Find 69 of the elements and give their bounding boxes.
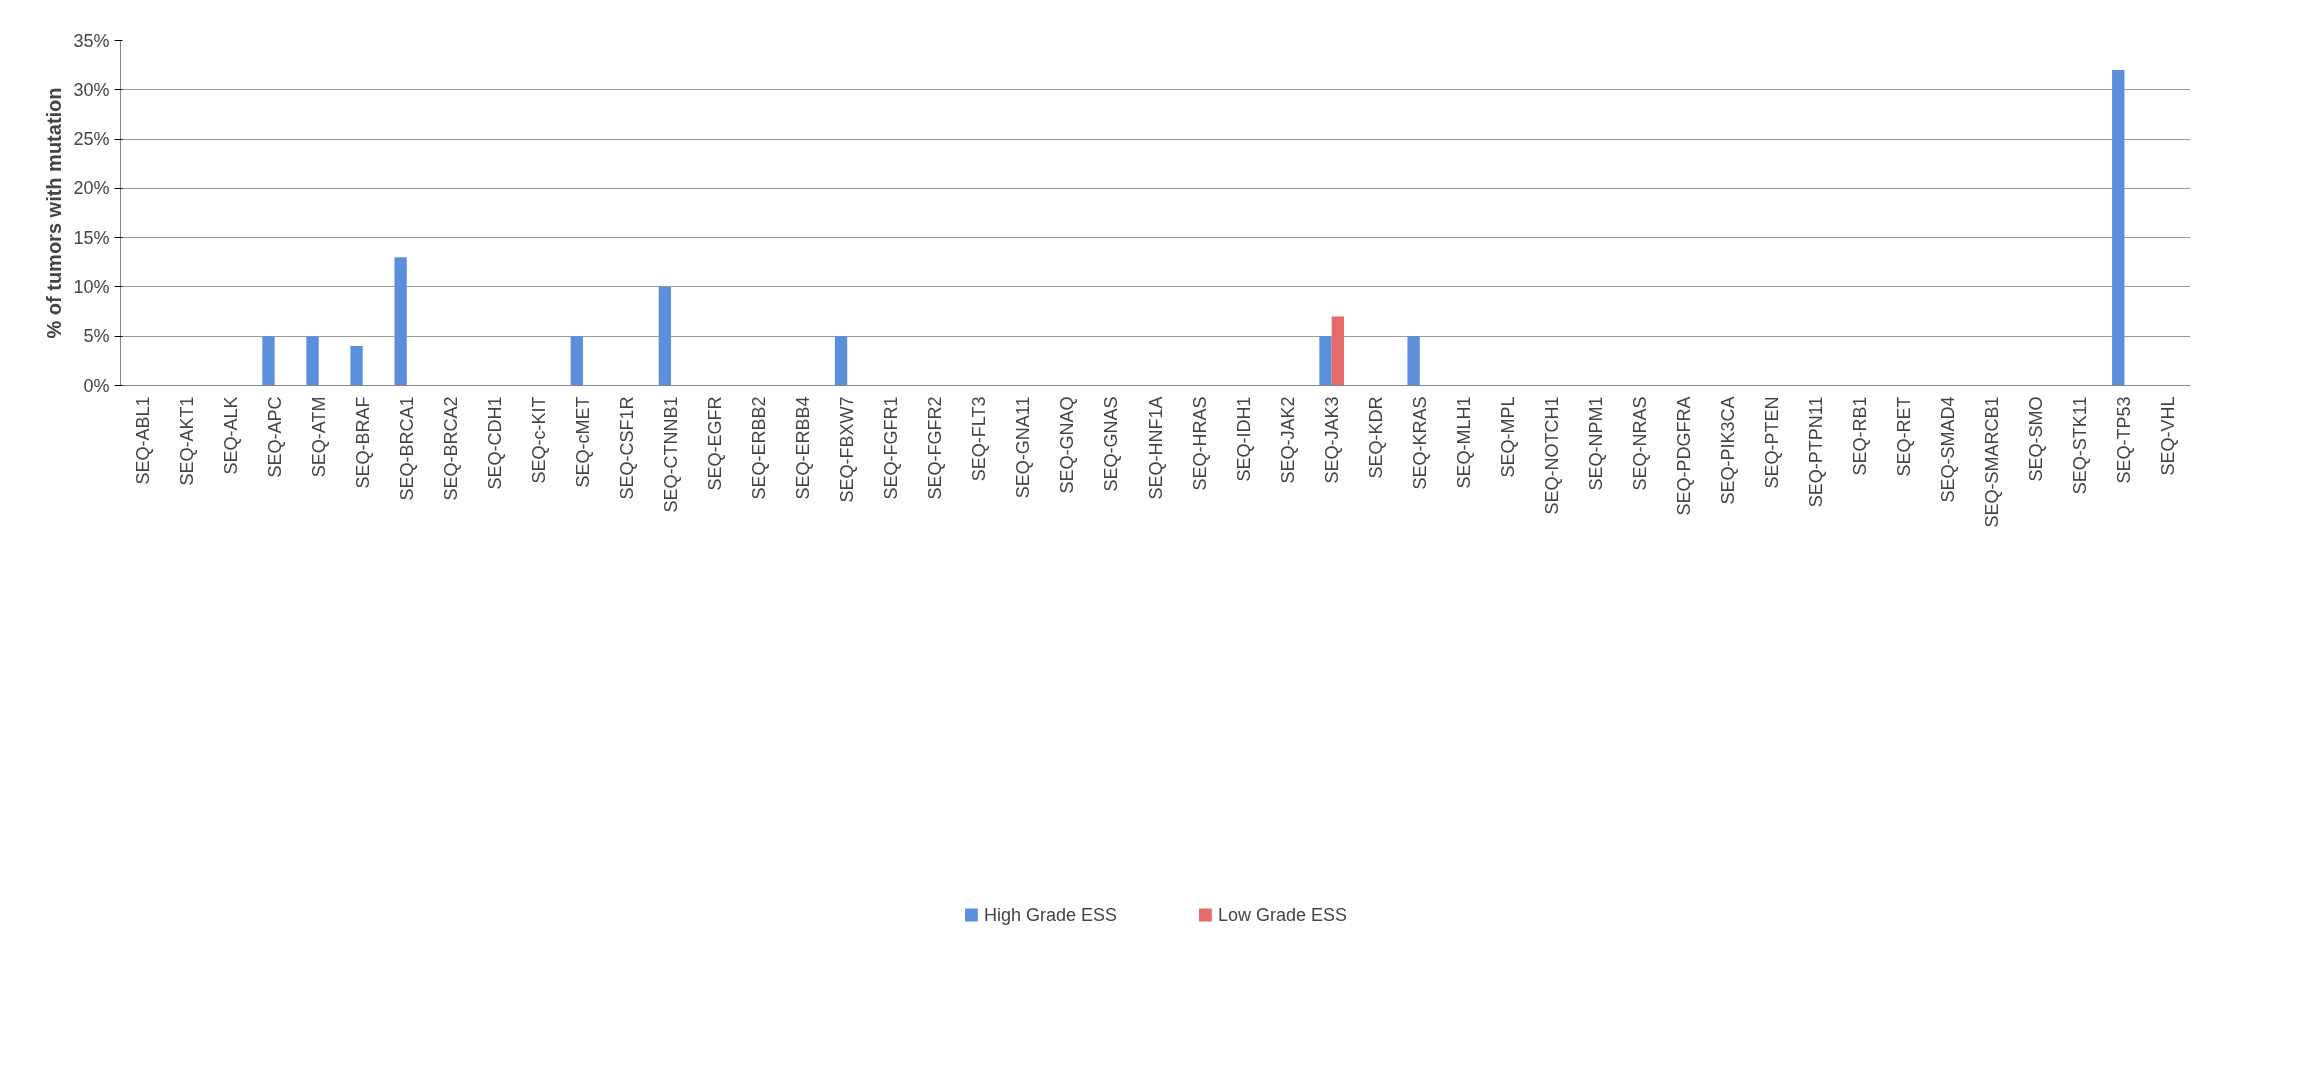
x-tick-label: SEQ-APC [264,396,285,478]
y-tick-label: 30% [73,79,110,100]
bar [834,336,848,386]
x-tick-label: SEQ-SMO [2026,396,2047,482]
x-tick-label: SEQ-FLT3 [969,396,990,482]
x-tick-label: SEQ-ABL1 [132,396,153,485]
x-tick-label: SEQ-PTPN11 [1806,396,1827,508]
bar [262,336,275,386]
x-tick-label: SEQ-HNF1A [1145,396,1166,500]
y-tick-label: 35% [73,30,110,51]
y-axis-title: % of tumors with mutation [43,87,66,339]
x-tick-label: SEQ-SMARCB1 [1982,396,2003,528]
y-tick-label: 10% [73,276,110,297]
x-tick-label: SEQ-FGFR2 [925,396,946,500]
x-tick-label: SEQ-PIK3CA [1718,396,1739,505]
bar [2112,70,2125,386]
bar [570,336,583,386]
x-tick-label: SEQ-IDH1 [1233,396,1254,482]
x-tick-label: SEQ-NPM1 [1585,396,1606,491]
bar [658,286,672,386]
x-tick-label: SEQ-NOTCH1 [1541,396,1562,515]
legend-label: Low Grade ESS [1218,904,1348,926]
y-tick-label: 25% [73,129,110,150]
bar [350,346,363,386]
bar [1331,316,1344,386]
x-tick-label: SEQ-KDR [1365,396,1386,479]
x-tick-label: SEQ-RET [1894,396,1915,477]
x-tick-label: SEQ-cMET [572,396,593,488]
y-tick-label: 5% [83,326,110,347]
x-tick-label: SEQ-PDGFRA [1674,396,1695,516]
x-tick-label: SEQ-ATM [308,396,329,478]
x-tick-label: SEQ-GNAQ [1057,396,1078,494]
y-tick-label: 0% [83,375,110,396]
bar [394,257,407,386]
x-tick-label: SEQ-GNA11 [1013,396,1034,499]
y-tick-label: 15% [73,227,110,248]
x-tick-label: SEQ-CSF1R [616,396,637,500]
x-tick-label: SEQ-c-KIT [528,396,549,484]
x-tick-label: SEQ-VHL [2158,396,2179,476]
x-tick-label: SEQ-BRCA1 [396,396,417,501]
x-tick-label: SEQ-PTEN [1762,396,1783,489]
x-tick-label: SEQ-JAK3 [1321,396,1342,484]
x-tick-label: SEQ-ERBB2 [749,396,770,500]
x-tick-label: SEQ-FBXW7 [837,396,858,503]
x-tick-label: SEQ-SMAD4 [1938,396,1959,503]
x-tick-label: SEQ-MPL [1497,396,1518,478]
x-tick-label: SEQ-BRAF [352,396,373,489]
x-tick-label: SEQ-EGFR [705,396,726,491]
x-tick-label: SEQ-NRAS [1629,396,1650,491]
y-tick-label: 20% [73,178,110,199]
x-tick-label: SEQ-ERBB4 [793,396,814,500]
x-tick-label: SEQ-JAK2 [1277,396,1298,484]
x-tick-label: SEQ-RB1 [1850,396,1871,476]
x-tick-label: SEQ-KRAS [1409,396,1430,490]
legend-label: High Grade ESS [983,904,1117,926]
x-tick-label: SEQ-TP53 [2114,396,2135,484]
x-tick-label: SEQ-FGFR1 [881,396,902,500]
x-tick-label: SEQ-ALK [220,396,241,475]
bar [306,336,319,386]
bar [1319,336,1332,386]
bar [1407,336,1420,386]
x-tick-label: SEQ-AKT1 [176,396,197,486]
x-tick-label: SEQ-GNAS [1101,396,1122,492]
x-tick-label: SEQ-HRAS [1189,396,1210,491]
x-tick-label: SEQ-STK11 [2070,396,2091,495]
x-tick-label: SEQ-MLH1 [1453,396,1474,489]
x-tick-label: SEQ-CTNNB1 [661,396,682,513]
x-tick-label: SEQ-CDH1 [484,396,505,490]
x-tick-label: SEQ-BRCA2 [440,396,461,501]
